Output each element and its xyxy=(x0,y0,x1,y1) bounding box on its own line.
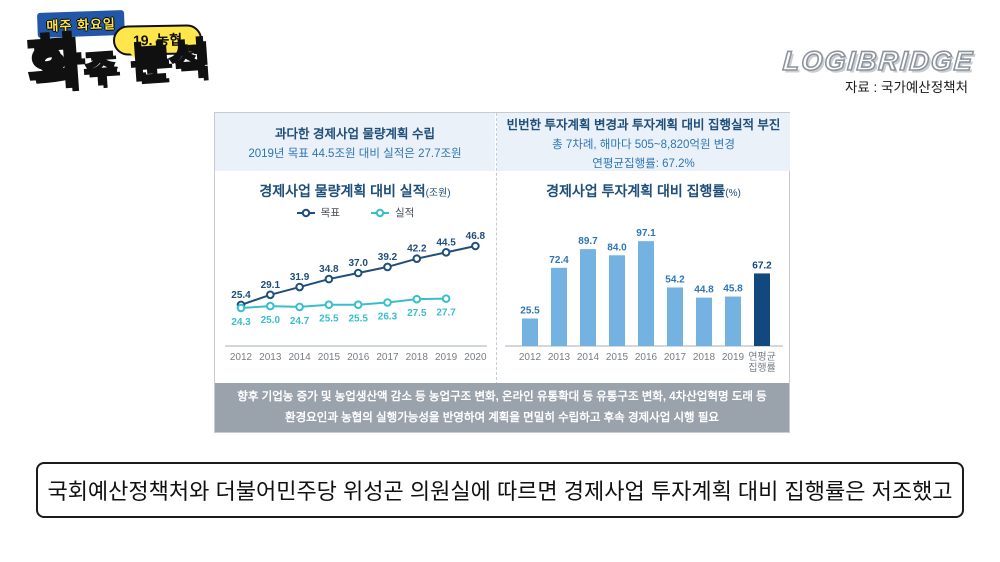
svg-text:25.4: 25.4 xyxy=(231,290,251,301)
svg-text:44.8: 44.8 xyxy=(694,285,714,296)
line-chart-unit: (조원) xyxy=(425,188,451,199)
panel-volume-header: 과다한 경제사업 물량계획 수립 2019년 목표 44.5조원 대비 실적은 … xyxy=(215,113,495,171)
svg-text:46.8: 46.8 xyxy=(466,231,486,242)
svg-text:2016: 2016 xyxy=(635,352,658,363)
svg-text:97.1: 97.1 xyxy=(636,228,656,239)
svg-text:89.7: 89.7 xyxy=(578,236,598,247)
svg-text:84.0: 84.0 xyxy=(607,242,627,253)
svg-text:67.2: 67.2 xyxy=(752,260,772,271)
svg-text:44.5: 44.5 xyxy=(436,237,456,248)
svg-text:25.5: 25.5 xyxy=(520,305,540,316)
svg-text:27.5: 27.5 xyxy=(407,308,427,319)
svg-text:25.5: 25.5 xyxy=(348,314,368,325)
svg-text:54.2: 54.2 xyxy=(665,274,685,285)
svg-text:2013: 2013 xyxy=(259,352,282,363)
panel-execution-header: 빈번한 투자계획 변경과 투자계획 대비 집행실적 부진 총 7차례, 해마다 … xyxy=(497,113,790,171)
show-logo: 화 주 분석 xyxy=(24,23,211,99)
svg-text:26.3: 26.3 xyxy=(378,311,398,322)
svg-text:2018: 2018 xyxy=(406,352,429,363)
svg-text:2012: 2012 xyxy=(230,352,253,363)
svg-text:2020: 2020 xyxy=(464,352,487,363)
line-chart-legend: 목표 실적 xyxy=(215,205,495,220)
svg-text:25.5: 25.5 xyxy=(319,314,339,325)
actual-legend-marker-icon xyxy=(371,208,389,217)
bar-chart-title: 경제사업 투자계획 대비 집행률(%) xyxy=(546,183,741,199)
logibridge-logo: LOGIBRIDGE xyxy=(781,45,976,77)
svg-text:2019: 2019 xyxy=(435,352,458,363)
legend-target-label: 목표 xyxy=(320,207,340,219)
svg-text:25.0: 25.0 xyxy=(261,315,281,326)
note-line-2: 환경요인과 농협의 실행가능성을 반영하여 계획을 면밀히 수립하고 후속 경제… xyxy=(285,411,719,424)
svg-text:37.0: 37.0 xyxy=(348,258,368,269)
svg-text:27.7: 27.7 xyxy=(436,308,456,319)
legend-item-actual: 실적 xyxy=(370,205,414,220)
infographic-card: 과다한 경제사업 물량계획 수립 2019년 목표 44.5조원 대비 실적은 … xyxy=(214,112,790,433)
legend-actual-label: 실적 xyxy=(395,207,415,219)
svg-text:31.9: 31.9 xyxy=(290,272,310,283)
source-credit: 자료 : 국가예산정책처 xyxy=(844,80,968,95)
bar-chart-unit: (%) xyxy=(725,188,741,199)
svg-text:2016: 2016 xyxy=(347,352,370,363)
svg-text:2015: 2015 xyxy=(606,352,629,363)
caption-text: 국회예산정책처와 더불어민주당 위성곤 의원실에 따르면 경제사업 투자계획 대… xyxy=(47,479,953,504)
execution-bar-chart: 25.5 2012 72.4 2013 89.7 2014 84.0 2015 97.1 2016… xyxy=(505,228,783,374)
svg-text:2012: 2012 xyxy=(519,352,542,363)
svg-text:2017: 2017 xyxy=(376,352,399,363)
svg-text:39.2: 39.2 xyxy=(378,252,398,263)
svg-text:24.7: 24.7 xyxy=(290,316,310,327)
show-logo-word-2: 주 xyxy=(81,46,119,92)
svg-text:2018: 2018 xyxy=(693,352,716,363)
panel-execution-subtitle: 총 7차례, 해마다 505~8,820억원 변경 xyxy=(552,138,735,151)
svg-text:2014: 2014 xyxy=(577,352,600,363)
panel-volume-plan: 과다한 경제사업 물량계획 수립 2019년 목표 44.5조원 대비 실적은 … xyxy=(215,113,495,385)
svg-text:연평균: 연평균 xyxy=(748,351,776,363)
svg-text:2014: 2014 xyxy=(288,352,311,363)
show-logo-word-1: 화 xyxy=(24,27,85,99)
svg-text:2019: 2019 xyxy=(722,352,745,363)
panel-execution-subtitle2: 연평균집행률: 67.2% xyxy=(592,157,695,170)
svg-text:34.8: 34.8 xyxy=(319,264,339,275)
svg-text:집행률: 집행률 xyxy=(748,362,776,374)
volume-line-chart: 2012 2013 2014 2015 2016 2017 2018 2019 2020 25.4… xyxy=(225,231,487,363)
panel-execution-title: 빈번한 투자계획 변경과 투자계획 대비 집행실적 부진 xyxy=(506,117,781,132)
svg-text:24.3: 24.3 xyxy=(231,317,251,328)
panel-volume-title: 과다한 경제사업 물량계획 수립 xyxy=(275,127,435,141)
svg-text:2017: 2017 xyxy=(664,352,687,363)
svg-text:2015: 2015 xyxy=(318,352,341,363)
caption-box: 국회예산정책처와 더불어민주당 위성곤 의원실에 따르면 경제사업 투자계획 대… xyxy=(36,462,964,518)
note-box: 향후 기업농 증가 및 농업생산액 감소 등 농업구조 변화, 온라인 유통확대… xyxy=(215,383,789,432)
legend-item-target: 목표 xyxy=(296,205,340,220)
svg-text:29.1: 29.1 xyxy=(261,280,281,291)
panel-volume-subtitle: 2019년 목표 44.5조원 대비 실적은 27.7조원 xyxy=(248,148,462,160)
show-logo-word-3: 분석 xyxy=(128,33,211,88)
line-chart-title: 경제사업 물량계획 대비 실적(조원) xyxy=(259,183,451,199)
note-line-1: 향후 기업농 증가 및 농업생산액 감소 등 농업구조 변화, 온라인 유통확대… xyxy=(237,391,767,404)
svg-text:42.2: 42.2 xyxy=(407,244,427,255)
svg-text:45.8: 45.8 xyxy=(723,284,743,295)
panel-execution-rate: 빈번한 투자계획 변경과 투자계획 대비 집행실적 부진 총 7차례, 해마다 … xyxy=(496,113,790,385)
svg-text:2013: 2013 xyxy=(548,352,571,363)
target-legend-marker-icon xyxy=(296,208,315,217)
svg-text:72.4: 72.4 xyxy=(549,255,569,266)
